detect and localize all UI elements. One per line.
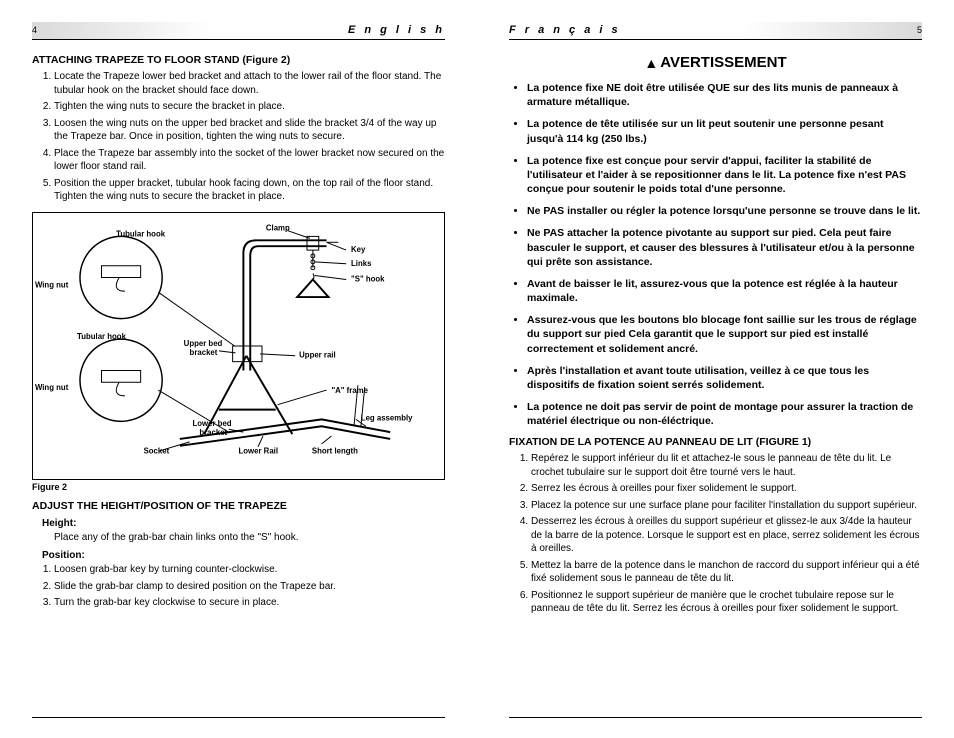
steps-attach: Locate the Trapeze lower bed bracket and…	[54, 70, 445, 204]
language-label: F r a n ç a i s	[509, 24, 621, 36]
page-number: 4	[32, 25, 37, 35]
bullet-item: La potence fixe est conçue pour servir d…	[527, 154, 922, 197]
footer-rule	[32, 717, 445, 718]
label-upperrail: Upper rail	[299, 350, 335, 359]
label-shortlen: Short length	[312, 446, 358, 455]
label-aframe: "A" frame	[331, 385, 368, 394]
label-wingnut: Wing nut	[35, 280, 69, 289]
step-item: Loosen the wing nuts on the upper bed br…	[54, 117, 445, 144]
right-page: F r a n ç a i s 5 ▲AVERTISSEMENT La pote…	[477, 0, 954, 738]
page-number: 5	[917, 25, 922, 35]
label-height: Height:	[42, 518, 445, 529]
language-label: E n g l i s h	[348, 24, 445, 36]
bullet-item: La potence de tête utilisée sur un lit p…	[527, 117, 922, 145]
step-item: Mettez la barre de la potence dans le ma…	[531, 559, 922, 586]
label-shook: "S" hook	[351, 274, 385, 283]
figure-caption: Figure 2	[32, 482, 445, 492]
bullet-item: Avant de baisser le lit, assurez-vous qu…	[527, 277, 922, 305]
step-item: Placez la potence sur une surface plane …	[531, 499, 922, 513]
bullet-item: Ne PAS attacher la potence pivotante au …	[527, 226, 922, 269]
step-item: Position the upper bracket, tubular hook…	[54, 177, 445, 204]
bullet-item: Après l'installation et avant toute util…	[527, 364, 922, 392]
left-page: 4 E n g l i s h ATTACHING TRAPEZE TO FLO…	[0, 0, 477, 738]
heading-attach: ATTACHING TRAPEZE TO FLOOR STAND (Figure…	[32, 54, 445, 66]
bullet-item: La potence ne doit pas servir de point d…	[527, 400, 922, 428]
step-item: Slide the grab-bar clamp to desired posi…	[54, 580, 445, 594]
step-item: Place the Trapeze bar assembly into the …	[54, 147, 445, 174]
label-upperbed: Upper bed	[184, 339, 223, 348]
label-bracket: bracket	[190, 347, 218, 356]
label-socket: Socket	[144, 446, 170, 455]
step-item: Positionnez le support supérieur de mani…	[531, 589, 922, 616]
warning-icon: ▲	[644, 55, 658, 71]
warning-heading: ▲AVERTISSEMENT	[509, 54, 922, 71]
warning-bullets: La potence fixe NE doit être utilisée QU…	[527, 81, 922, 428]
bullet-item: Ne PAS installer ou régler la potence lo…	[527, 204, 922, 218]
label-lowerrail: Lower Rail	[239, 446, 279, 455]
header-left: 4 E n g l i s h	[32, 24, 445, 40]
bullet-item: La potence fixe NE doit être utilisée QU…	[527, 81, 922, 109]
step-item: Loosen grab-bar key by turning counter-c…	[54, 563, 445, 577]
label-tubhook: Tubular hook	[77, 332, 127, 341]
label-lowerbed: Lower bed	[193, 419, 232, 428]
heading-adjust: ADJUST THE HEIGHT/POSITION OF THE TRAPEZ…	[32, 500, 445, 512]
heading-fixation: FIXATION DE LA POTENCE AU PANNEAU DE LIT…	[509, 436, 922, 448]
warning-text: AVERTISSEMENT	[660, 54, 786, 71]
label-position: Position:	[42, 550, 445, 561]
label-legasm: Leg assembly	[361, 413, 413, 422]
steps-fixation: Repérez le support inférieur du lit et a…	[531, 452, 922, 616]
figure-2: Tubular hook Wing nut Tubular hook Wing …	[32, 212, 445, 480]
label-wingnut: Wing nut	[35, 383, 69, 392]
label-links: Links	[351, 258, 372, 267]
step-item: Tighten the wing nuts to secure the brac…	[54, 100, 445, 114]
label-key: Key	[351, 245, 366, 254]
footer-rule	[509, 717, 922, 718]
bullet-item: Assurez-vous que les boutons blo blocage…	[527, 313, 922, 356]
height-text: Place any of the grab-bar chain links on…	[54, 531, 445, 545]
step-item: Repérez le support inférieur du lit et a…	[531, 452, 922, 479]
steps-position: Loosen grab-bar key by turning counter-c…	[54, 563, 445, 610]
label-tubhook: Tubular hook	[116, 229, 166, 238]
header-right: F r a n ç a i s 5	[509, 24, 922, 40]
step-item: Turn the grab-bar key clockwise to secur…	[54, 596, 445, 610]
step-item: Desserrez les écrous à oreilles du suppo…	[531, 515, 922, 556]
step-item: Locate the Trapeze lower bed bracket and…	[54, 70, 445, 97]
label-bracket2: bracket	[199, 428, 227, 437]
label-clamp: Clamp	[266, 223, 290, 232]
step-item: Serrez les écrous à oreilles pour fixer …	[531, 482, 922, 496]
